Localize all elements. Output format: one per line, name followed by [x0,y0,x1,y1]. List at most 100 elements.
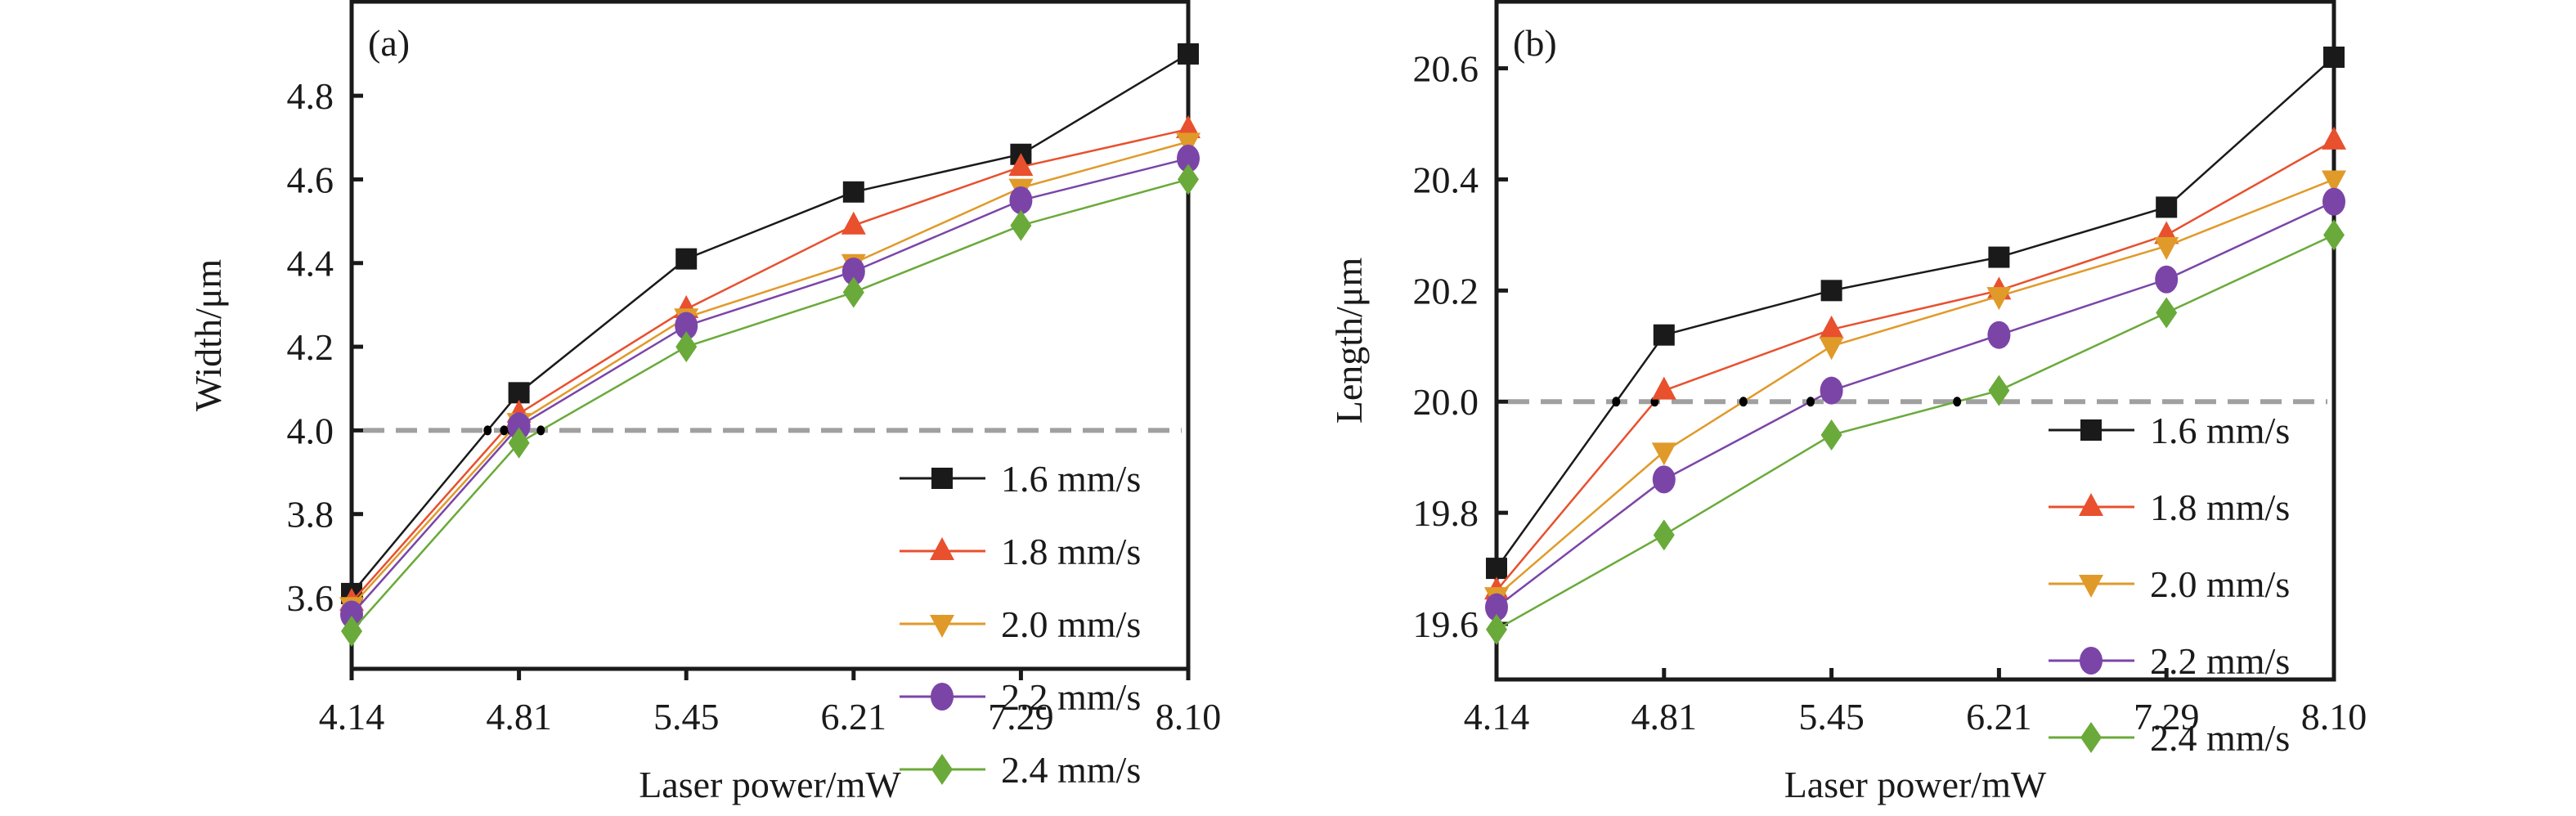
legend-item: 2.2 mm/s [2049,640,2290,682]
y-axis-title: Length/μm [1328,258,1370,424]
data-point [1177,144,1200,173]
data-point [675,248,698,270]
data-point [1820,376,1843,405]
legend: 1.6 mm/s 1.8 mm/s 2.0 mm/s 2.2 mm/s 2.4 mm/s [900,458,1141,791]
data-point [1178,164,1199,195]
legend-item: 2.0 mm/s [900,603,1141,645]
x-tick-label: 6.21 [821,696,887,738]
y-tick-label: 3.8 [287,494,334,536]
plot-frame [1494,0,2336,682]
data-point [1653,519,1675,551]
y-tick-label: 4.8 [287,75,334,117]
x-tick-label: 7.29 [2134,696,2200,738]
y-tick-label: 20.6 [1413,48,1479,90]
intersection-dot [1953,397,1962,407]
y-tick-label: 20.2 [1413,270,1479,312]
x-axis-title: Laser power/mW [639,764,901,805]
series-line [1495,56,2335,569]
data-point [1485,593,1508,621]
legend-marker [2079,493,2103,516]
series-1-6-mm-s [341,43,1199,604]
data-point [841,211,866,235]
data-point [2322,170,2346,194]
x-tick-label: 7.29 [988,696,1054,738]
x-axis-title: Laser power/mW [1784,764,2047,805]
data-point [1486,558,1507,580]
x-tick-label: 4.14 [319,696,385,738]
data-point [1008,153,1034,177]
data-point [2156,196,2178,218]
legend-label: 2.2 mm/s [1001,676,1141,718]
legend-label: 2.4 mm/s [1001,749,1141,791]
data-point [1010,209,1032,241]
x-tick-label: 4.81 [486,696,552,738]
y-tick-label: 4.2 [287,326,334,368]
legend-marker [2080,419,2102,441]
plot-frame [349,0,1191,671]
series-line [351,157,1189,616]
x-tick-label: 8.10 [1156,696,1222,738]
data-point [2323,219,2345,251]
intersection-dot [483,425,492,436]
intersection-dot [1612,397,1621,407]
legend-marker [2080,722,2102,753]
series-line [351,128,1189,603]
legend-label: 2.2 mm/s [2150,640,2290,682]
y-axis-title: Width/μm [187,259,229,412]
series-line [1496,178,2335,598]
series-line [1496,234,2335,630]
data-point [1176,115,1200,139]
legend-marker [931,683,954,711]
legend-label: 2.0 mm/s [1001,603,1141,645]
x-tick-label: 4.81 [1631,696,1698,738]
data-point [2323,46,2345,68]
intersection-dot [536,425,545,436]
data-point [2155,265,2179,294]
legend-label: 2.0 mm/s [2150,563,2290,605]
series-line [351,141,1189,608]
data-point [1651,442,1676,466]
data-point [1820,280,1842,302]
data-point [2154,236,2179,260]
data-point [1176,132,1200,156]
series-2-4-mm-s [1486,219,2345,645]
data-point [842,276,864,308]
intersection-dot [1739,397,1748,407]
data-point [2322,187,2345,216]
legend-marker [2079,575,2103,598]
data-point [341,615,362,647]
y-tick-label: 19.6 [1413,603,1479,645]
legend-item: 2.4 mm/s [900,749,1141,791]
data-point [1988,374,2010,406]
data-point [675,312,698,340]
legend-marker [2080,647,2103,675]
legend-label: 1.6 mm/s [2150,410,2290,451]
data-point [1820,419,1842,451]
x-tick-label: 4.14 [1464,696,1530,738]
data-point [508,427,530,459]
legend-item: 2.2 mm/s [900,676,1141,718]
series-line [351,52,1189,594]
panel-label: (b) [1513,22,1557,64]
series-line [1496,200,2335,608]
legend-item: 1.8 mm/s [2049,486,2290,528]
legend-item: 1.6 mm/s [2049,410,2290,451]
data-point [675,331,698,363]
data-point [1986,287,2012,311]
legend-item: 1.6 mm/s [900,458,1141,500]
y-tick-label: 4.6 [287,159,334,200]
y-tick-label: 4.4 [287,243,334,285]
panel-label: (a) [368,22,410,64]
legend-label: 1.6 mm/s [1001,458,1141,500]
panel-b-length-chart: 19.6 19.8 20.0 20.2 20.4 20.6 4.14 4.81 5.45 6.21… [1328,0,2367,805]
data-point [1819,337,1844,361]
legend-marker [931,754,953,785]
panel-a-width-chart: 3.6 3.8 4.0 4.2 4.4 4.6 4.8 4.14 4.81 5.45 6.21 7.2… [187,0,1222,805]
legend-label: 1.8 mm/s [1001,531,1141,572]
data-point [1988,246,2010,268]
legend-marker [930,615,954,638]
legend-label: 1.8 mm/s [2150,486,2290,528]
x-tick-label: 5.45 [653,696,720,738]
data-point [1653,324,1675,346]
